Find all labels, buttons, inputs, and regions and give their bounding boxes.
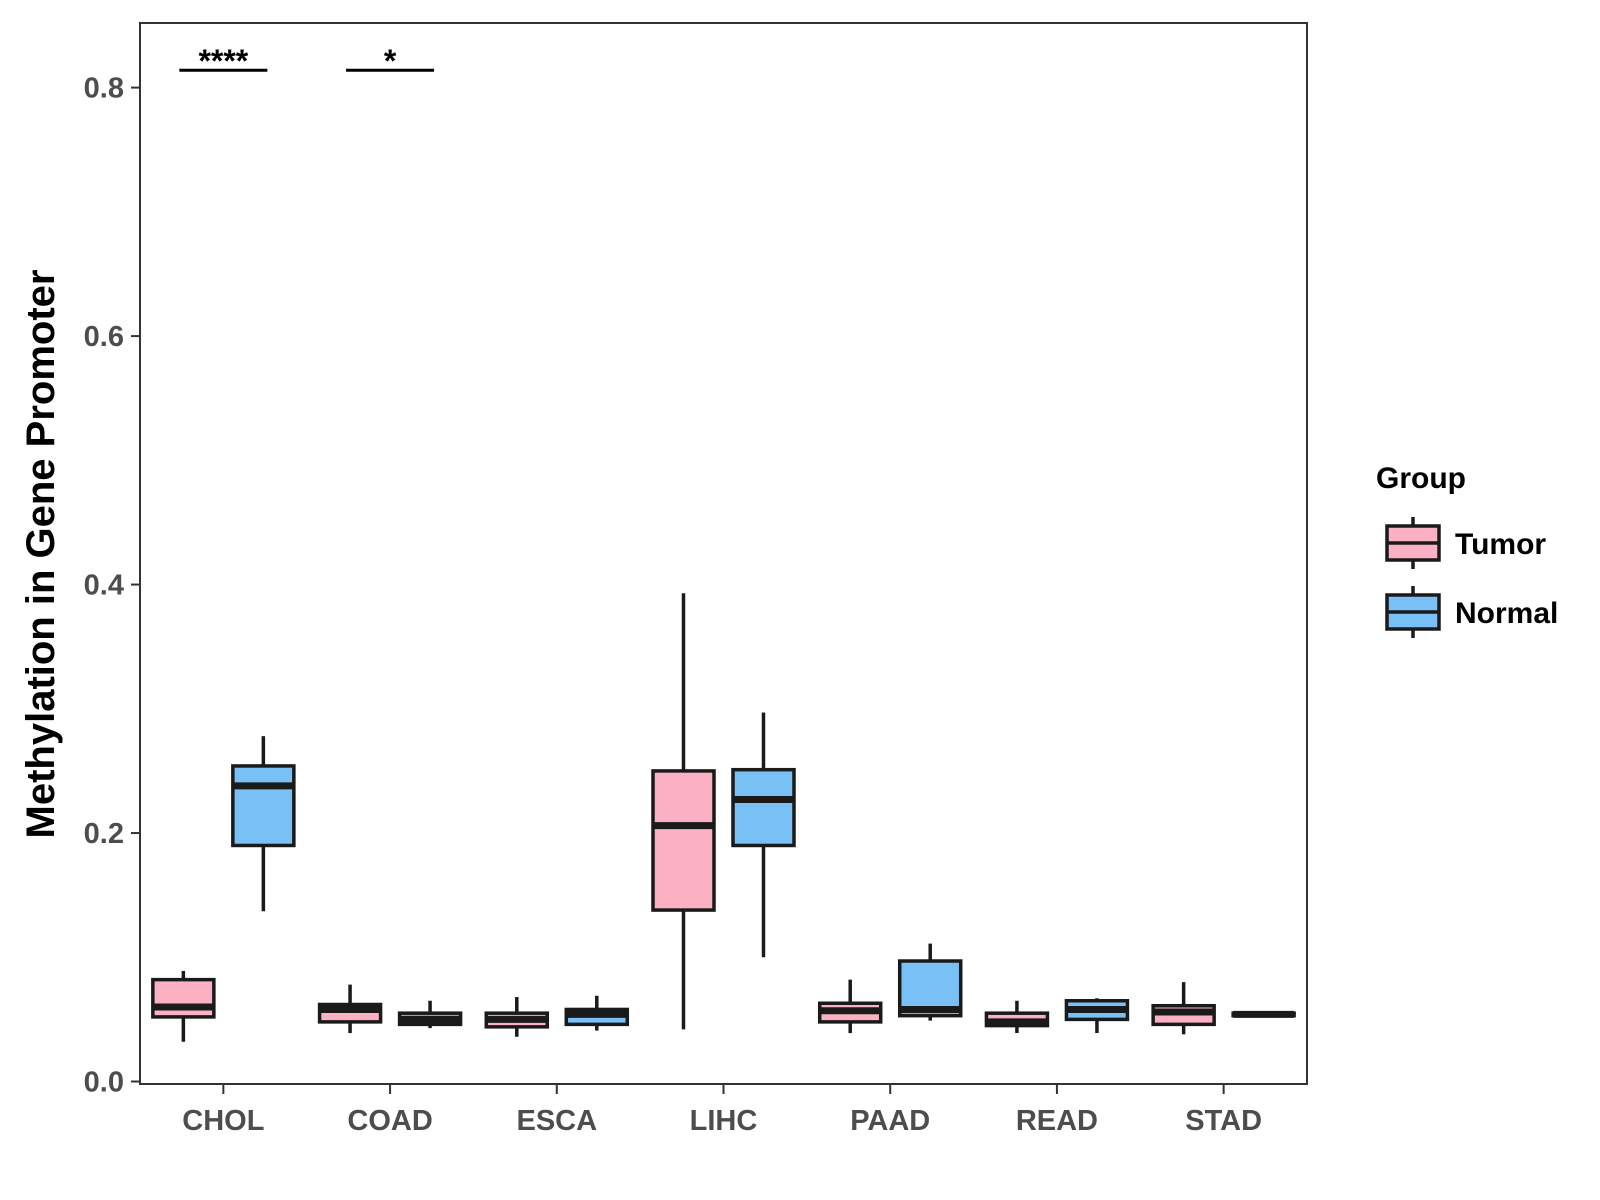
legend-entry-tumor: Tumor — [1385, 517, 1546, 569]
legend-entry-normal: Normal — [1385, 586, 1558, 638]
box-body — [731, 767, 796, 848]
box-normal-read — [1064, 998, 1130, 1034]
y-tick-label: 0.8 — [84, 73, 124, 105]
y-tick-label: 0.4 — [84, 570, 124, 602]
y-tick-label: 0.0 — [84, 1067, 124, 1099]
y-axis: 0.0 0.2 0.4 0.6 0.8 — [84, 73, 140, 1099]
box-normal-lihc — [731, 712, 796, 958]
box-normal-coad — [397, 1000, 463, 1029]
x-tick-label: CHOL — [182, 1105, 264, 1137]
box-body — [151, 977, 216, 1019]
box-normal-stad — [1231, 1010, 1296, 1018]
x-tick-label: COAD — [347, 1105, 432, 1137]
box-normal-chol — [231, 736, 296, 912]
legend: Group Tumor Normal — [1376, 462, 1558, 638]
boxes-layer — [151, 593, 1296, 1042]
y-tick-label: 0.2 — [84, 818, 124, 850]
y-tick-label: 0.6 — [84, 321, 124, 353]
box-body — [651, 769, 716, 912]
box-tumor-stad — [1151, 982, 1216, 1035]
x-tick-label: PAAD — [850, 1105, 930, 1137]
x-axis: CHOL COAD ESCA LIHC PAAD READ STAD — [182, 1084, 1262, 1137]
x-tick-label: READ — [1016, 1105, 1098, 1137]
box-tumor-read — [984, 1000, 1050, 1034]
plot-panel — [139, 22, 1308, 1085]
significance-annotations: **** * — [179, 43, 435, 79]
legend-label: Normal — [1455, 597, 1558, 630]
box-tumor-paad — [817, 979, 883, 1034]
box-normal-esca — [564, 995, 630, 1031]
box-body — [231, 764, 296, 848]
significance-label: **** — [198, 43, 248, 79]
legend-title: Group — [1376, 462, 1466, 495]
box-tumor-chol — [151, 970, 216, 1042]
box-tumor-coad — [317, 984, 383, 1034]
y-axis-title: Methylation in Gene Promoter — [19, 270, 63, 839]
x-tick-label: ESCA — [516, 1105, 597, 1137]
x-tick-label: STAD — [1185, 1105, 1262, 1137]
box-normal-paad — [897, 943, 963, 1021]
box-tumor-esca — [484, 997, 550, 1037]
box-tumor-lihc — [651, 593, 716, 1030]
x-tick-label: LIHC — [690, 1105, 758, 1137]
significance-label: * — [384, 43, 397, 79]
legend-label: Tumor — [1455, 528, 1546, 561]
